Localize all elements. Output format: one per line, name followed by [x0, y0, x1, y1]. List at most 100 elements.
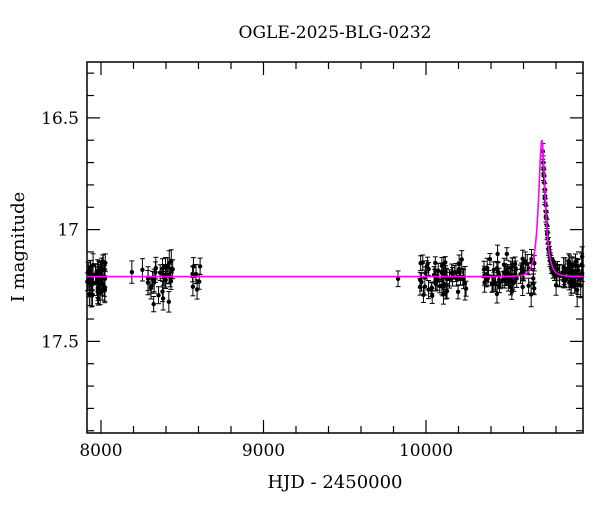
- photometry-marker: [95, 287, 101, 292]
- photometry-marker: [165, 263, 170, 268]
- data-point: [453, 263, 459, 282]
- y-tick-label: 17.5: [41, 332, 79, 352]
- photometry-marker: [521, 269, 526, 274]
- data-point: [129, 260, 135, 284]
- photometry-marker: [444, 288, 450, 294]
- photometry-marker: [562, 278, 568, 283]
- data-point: [422, 266, 428, 280]
- photometry-marker: [193, 271, 199, 277]
- data-point: [157, 264, 163, 282]
- photometry-marker: [459, 257, 464, 262]
- data-point: [420, 254, 426, 271]
- data-point: [559, 264, 565, 281]
- photometry-marker: [463, 286, 469, 291]
- photometry-marker: [168, 279, 174, 284]
- photometry-marker: [395, 276, 401, 281]
- data-point: [459, 250, 465, 269]
- data-point: [463, 280, 469, 297]
- photometry-marker: [89, 276, 95, 282]
- photometry-marker: [526, 283, 531, 288]
- photometry-marker: [100, 259, 106, 265]
- photometry-marker: [93, 272, 98, 277]
- photometry-marker: [99, 268, 105, 273]
- photometry-marker: [560, 270, 565, 275]
- y-tick-label: 17: [57, 221, 79, 241]
- data-point: [567, 254, 573, 273]
- photometry-marker: [421, 292, 426, 298]
- photometry-marker: [572, 281, 577, 286]
- data-point: [530, 267, 536, 289]
- data-point: [395, 270, 401, 288]
- plot-title: OGLE-2025-BLG-0232: [239, 23, 432, 43]
- data-point: [487, 253, 493, 266]
- data-point: [418, 272, 424, 292]
- photometry-marker: [455, 289, 461, 295]
- model-curve-path: [87, 139, 583, 278]
- data-point: [156, 286, 162, 305]
- x-tick-label: 8000: [79, 441, 122, 461]
- data-point: [151, 295, 157, 313]
- photometry-marker: [87, 280, 93, 285]
- photometry-marker: [443, 269, 448, 275]
- data-point: [579, 253, 585, 277]
- photometry-marker: [504, 251, 510, 257]
- photometry-marker: [196, 279, 202, 284]
- data-point: [432, 256, 438, 270]
- data-point: [524, 254, 530, 274]
- data-point: [92, 263, 98, 286]
- photometry-marker: [156, 293, 161, 298]
- data-point: [190, 277, 196, 297]
- photometry-marker: [567, 261, 572, 266]
- photometry-marker: [151, 301, 156, 307]
- photometry-marker: [520, 256, 525, 262]
- photometry-marker: [430, 293, 435, 299]
- data-point: [429, 281, 435, 295]
- photometry-marker: [457, 269, 462, 274]
- photometry-marker: [150, 276, 155, 282]
- photometry-marker: [575, 264, 581, 269]
- y-axis-label: I magnitude: [8, 192, 29, 303]
- data-point: [572, 273, 578, 294]
- data-point: [481, 260, 487, 279]
- axis-ticks: [87, 62, 583, 433]
- photometry-marker: [449, 270, 454, 276]
- data-point: [504, 247, 510, 261]
- data-point: [193, 263, 199, 285]
- photometry-marker: [436, 268, 441, 273]
- photometry-marker: [525, 261, 530, 267]
- photometry-marker: [531, 276, 536, 281]
- photometry-marker: [433, 278, 438, 283]
- photometry-marker: [148, 285, 154, 291]
- data-point: [455, 284, 461, 300]
- photometry-marker: [495, 251, 500, 257]
- photometry-marker: [194, 287, 200, 292]
- photometry-marker: [579, 262, 584, 267]
- model-curve: [87, 139, 583, 278]
- data-point: [444, 283, 450, 299]
- photometry-marker: [102, 286, 107, 292]
- photometry-marker: [429, 285, 434, 291]
- data-point: [526, 277, 532, 294]
- data-point: [457, 261, 463, 282]
- data-points: [84, 143, 585, 313]
- data-point: [145, 270, 151, 296]
- photometry-marker: [162, 277, 168, 282]
- data-point: [166, 291, 172, 313]
- photometry-marker: [190, 284, 196, 289]
- photometry-marker: [433, 260, 438, 266]
- photometry-marker: [494, 266, 500, 271]
- photometry-marker: [423, 270, 428, 276]
- photometry-marker: [420, 260, 425, 265]
- data-point: [168, 272, 174, 290]
- photometry-marker: [145, 280, 151, 285]
- photometry-marker: [487, 256, 493, 262]
- photometry-marker: [157, 270, 163, 275]
- data-point: [194, 279, 200, 300]
- data-point: [449, 263, 455, 283]
- y-tick-label: 16.5: [41, 109, 79, 129]
- photometry-marker: [577, 276, 583, 281]
- x-tick-label: 9000: [242, 441, 285, 461]
- photometry-marker: [568, 282, 574, 287]
